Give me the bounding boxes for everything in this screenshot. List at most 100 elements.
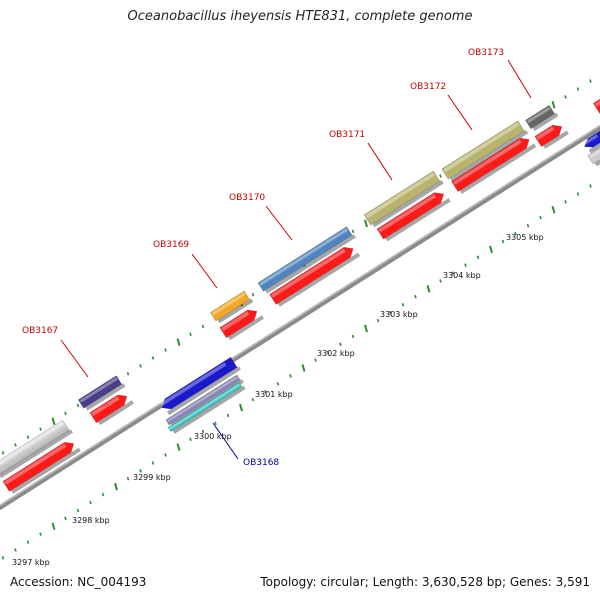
tick-mark	[139, 364, 142, 368]
label-ob3171: OB3171	[329, 130, 365, 140]
gene-feature-edge-grey	[587, 145, 600, 167]
tick-mark	[426, 285, 431, 293]
label-ob3170: OB3170	[229, 193, 265, 203]
gene-feature-grey	[0, 419, 73, 479]
tick-mark	[51, 522, 56, 531]
tick-mark	[576, 192, 580, 196]
tick-mark	[139, 469, 142, 473]
kbp-label: 3301 kbp	[255, 390, 293, 399]
tick-mark	[201, 429, 205, 434]
kbp-label: 3305 kbp	[506, 233, 544, 242]
tick-mark	[464, 263, 467, 267]
tick-mark	[514, 231, 517, 236]
tick-mark	[414, 295, 417, 299]
cds-feature	[451, 137, 537, 194]
leader-line	[265, 205, 293, 241]
tick-mark	[439, 174, 442, 178]
gene-ob3167	[77, 375, 126, 411]
kbp-label: 3299 kbp	[133, 473, 171, 482]
topology-summary: Topology: circular; Length: 3,630,528 bp…	[260, 575, 590, 589]
genome-title: Oceanobacillus iheyensis HTE831, complet…	[127, 9, 473, 24]
tick-mark	[26, 435, 30, 439]
cds-feature	[89, 394, 134, 426]
tick-mark	[189, 437, 192, 441]
tick-mark	[564, 95, 567, 99]
tick-mark	[564, 200, 567, 204]
tick-mark	[64, 516, 67, 521]
inner-tick-track	[1, 184, 592, 560]
tick-mark	[226, 413, 230, 418]
cds-feature	[376, 192, 451, 242]
leader-line	[191, 253, 218, 289]
tick-mark	[364, 324, 368, 333]
kbp-label: 3303 kbp	[380, 310, 418, 319]
tick-mark	[251, 292, 255, 297]
accession-text: Accession: NC_004193	[10, 575, 147, 589]
leader-line	[212, 422, 239, 460]
tick-mark	[589, 184, 592, 188]
tick-mark	[176, 338, 181, 346]
label-ob3169: OB3169	[153, 240, 189, 250]
gene-feature-edge	[583, 128, 600, 154]
cds-feature	[269, 246, 361, 307]
cds-feature	[592, 96, 600, 114]
leader-line	[507, 59, 532, 99]
tick-mark	[376, 318, 380, 323]
gene-ob3169	[210, 290, 254, 324]
tick-mark	[501, 239, 505, 244]
tick-mark	[489, 245, 493, 254]
tick-mark	[189, 332, 192, 336]
genome-backbone-highlight	[0, 124, 600, 507]
tick-mark	[76, 403, 80, 408]
gene-ob3171	[363, 170, 444, 228]
tick-mark	[76, 508, 80, 513]
gene-ob3168-cyan	[167, 382, 246, 434]
tick-mark	[589, 79, 592, 83]
tick-mark	[439, 279, 442, 283]
label-ob3172: OB3172	[410, 82, 446, 92]
gene-ob3172	[441, 120, 529, 182]
gene-ob3173	[525, 104, 559, 132]
tick-mark	[239, 403, 243, 412]
tick-mark	[326, 350, 330, 354]
label-ob3167: OB3167	[22, 326, 58, 336]
kbp-label: 3304 kbp	[443, 271, 481, 280]
tick-mark	[151, 461, 155, 465]
tick-mark	[89, 500, 92, 505]
kbp-label: 3297 kbp	[12, 558, 50, 567]
leader-line	[60, 339, 89, 378]
tick-mark	[264, 390, 267, 394]
tick-mark	[576, 87, 580, 91]
tick-mark	[126, 477, 130, 481]
tick-mark	[339, 342, 342, 347]
cds-feature	[534, 124, 569, 149]
tick-mark	[14, 548, 17, 552]
cds-feature	[219, 309, 264, 341]
tick-mark	[289, 374, 292, 378]
tick-mark	[539, 215, 542, 220]
tick-mark	[351, 229, 355, 234]
tick-mark	[451, 271, 455, 275]
tick-mark	[51, 417, 56, 426]
tick-mark	[276, 382, 280, 386]
gene-ob3170	[257, 226, 356, 294]
genome-backbone	[0, 124, 600, 511]
tick-mark	[551, 100, 556, 109]
cds-feature	[2, 441, 81, 494]
tick-mark	[476, 255, 480, 259]
tick-mark	[1, 556, 5, 560]
tick-mark	[1, 451, 5, 455]
tick-mark	[214, 421, 217, 426]
tick-mark	[114, 482, 118, 491]
tick-mark	[64, 411, 67, 416]
tick-mark	[39, 532, 42, 536]
tick-mark	[551, 205, 556, 214]
gene-ob3168	[160, 356, 241, 416]
tick-mark	[39, 427, 42, 431]
tick-mark	[526, 223, 530, 228]
tick-mark	[251, 397, 255, 402]
leader-line	[367, 142, 393, 181]
tick-mark	[176, 443, 181, 451]
tick-mark	[126, 372, 130, 376]
